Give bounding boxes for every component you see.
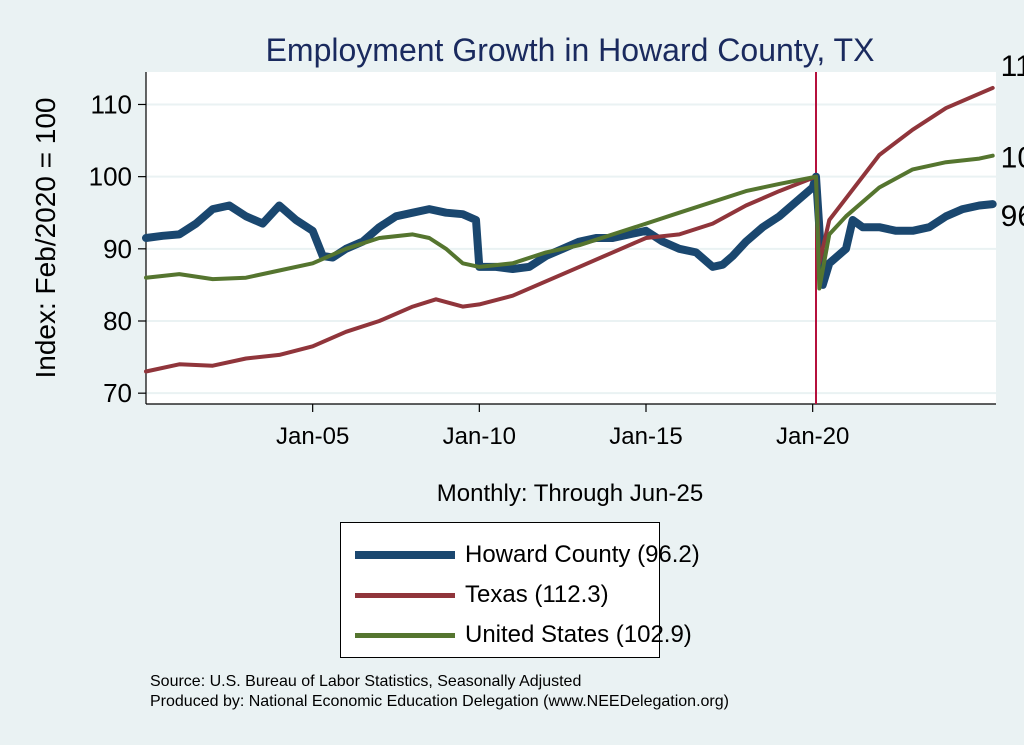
legend-swatch-howard	[355, 551, 455, 559]
y-axis-title: Index: Feb/2020 = 100	[30, 98, 61, 379]
legend: Howard County (96.2) Texas (112.3) Unite…	[340, 522, 700, 658]
chart-title: Employment Growth in Howard County, TX	[266, 32, 875, 68]
end-label-united-states: 102.9	[1001, 142, 1024, 175]
y-tick-label-100: 100	[89, 162, 132, 192]
x-axis-title: Monthly: Through Jun-25	[437, 480, 703, 507]
x-tick-label-Jan-20: Jan-20	[776, 423, 849, 450]
legend-label-texas: Texas (112.3)	[465, 581, 609, 608]
legend-label-howard: Howard County (96.2)	[465, 541, 700, 568]
end-label-howard-county: 96.2	[1001, 200, 1024, 233]
y-tick-label-90: 90	[103, 234, 132, 264]
legend-item-howard: Howard County (96.2)	[341, 540, 700, 570]
plot-area	[146, 72, 996, 404]
x-tick-label-Jan-10: Jan-10	[443, 423, 516, 450]
legend-swatch-us	[355, 633, 455, 638]
y-tick-label-110: 110	[91, 89, 132, 119]
x-tick-label-Jan-15: Jan-15	[609, 423, 682, 450]
source-note: Source: U.S. Bureau of Labor Statistics,…	[150, 672, 729, 712]
y-tick-label-70: 70	[103, 378, 132, 408]
series-line-united-states	[144, 153, 995, 291]
axes: 70 80 90 100 110 Jan-05 Jan-10 Jan-15 Jan-20	[89, 72, 996, 450]
source-line-2: Produced by: National Economic Education…	[150, 693, 729, 710]
legend-label-us: United States (102.9)	[465, 621, 692, 648]
series-line-texas	[144, 85, 995, 374]
series-layer	[142, 85, 997, 374]
legend-swatch-texas	[355, 593, 455, 598]
legend-item-us: United States (102.9)	[341, 620, 692, 650]
y-tick-label-80: 80	[103, 306, 132, 336]
end-labels: 96.2 112.3 102.9	[1001, 50, 1024, 233]
source-line-1: Source: U.S. Bureau of Labor Statistics,…	[150, 673, 582, 690]
x-tick-label-Jan-05: Jan-05	[276, 423, 349, 450]
end-label-texas: 112.3	[1001, 50, 1024, 83]
legend-item-texas: Texas (112.3)	[341, 580, 659, 610]
